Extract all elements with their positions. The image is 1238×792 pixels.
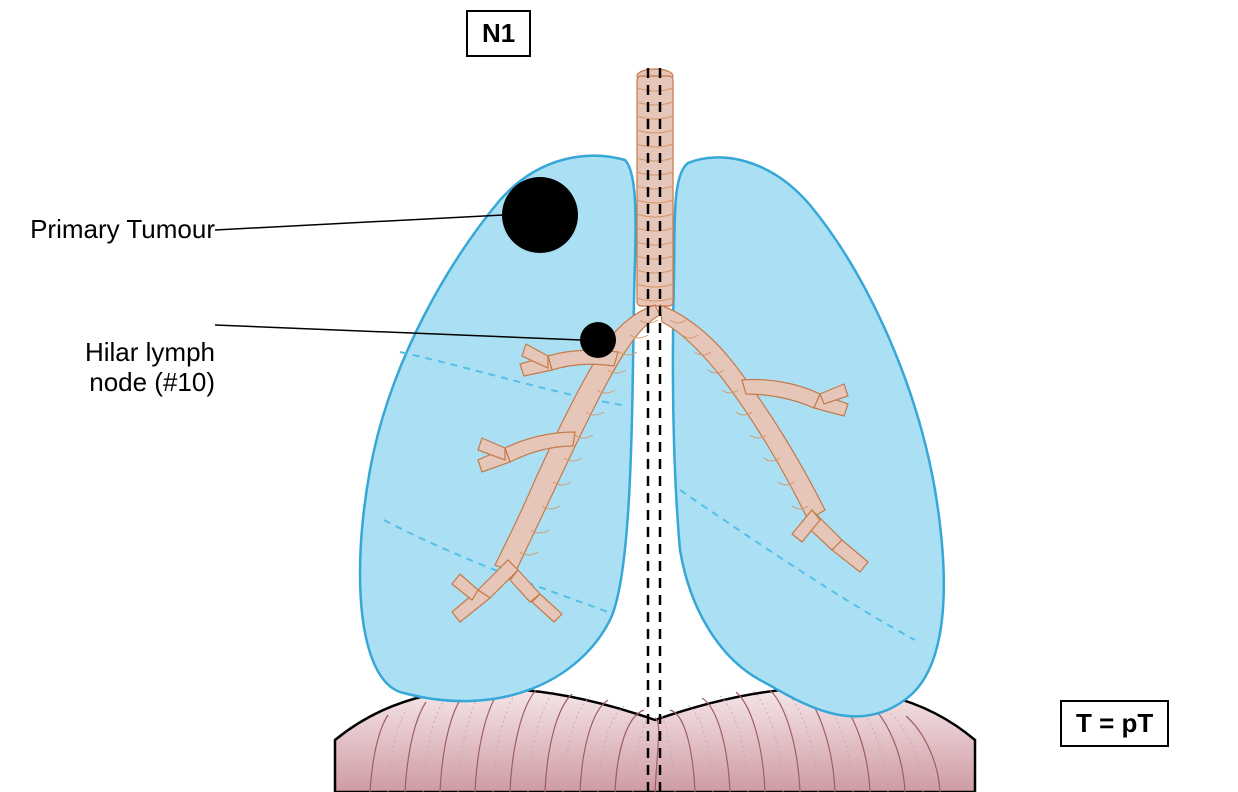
callout-hilar-text: Hilar lymph node (#10)	[85, 337, 215, 397]
callout-line-primary	[215, 215, 503, 230]
right-lung	[673, 157, 944, 716]
callout-hilar-node: Hilar lymph node (#10)	[20, 308, 215, 398]
callout-primary-text: Primary Tumour	[30, 214, 215, 244]
equation-label: T = pT	[1060, 700, 1169, 747]
stage-label: N1	[466, 10, 531, 57]
equation-label-text: T = pT	[1076, 708, 1153, 738]
callout-primary-tumour: Primary Tumour	[0, 215, 215, 245]
hilar-node-marker	[580, 322, 616, 358]
primary-tumour-marker	[502, 177, 578, 253]
stage-label-text: N1	[482, 18, 515, 48]
left-lung	[360, 156, 636, 701]
